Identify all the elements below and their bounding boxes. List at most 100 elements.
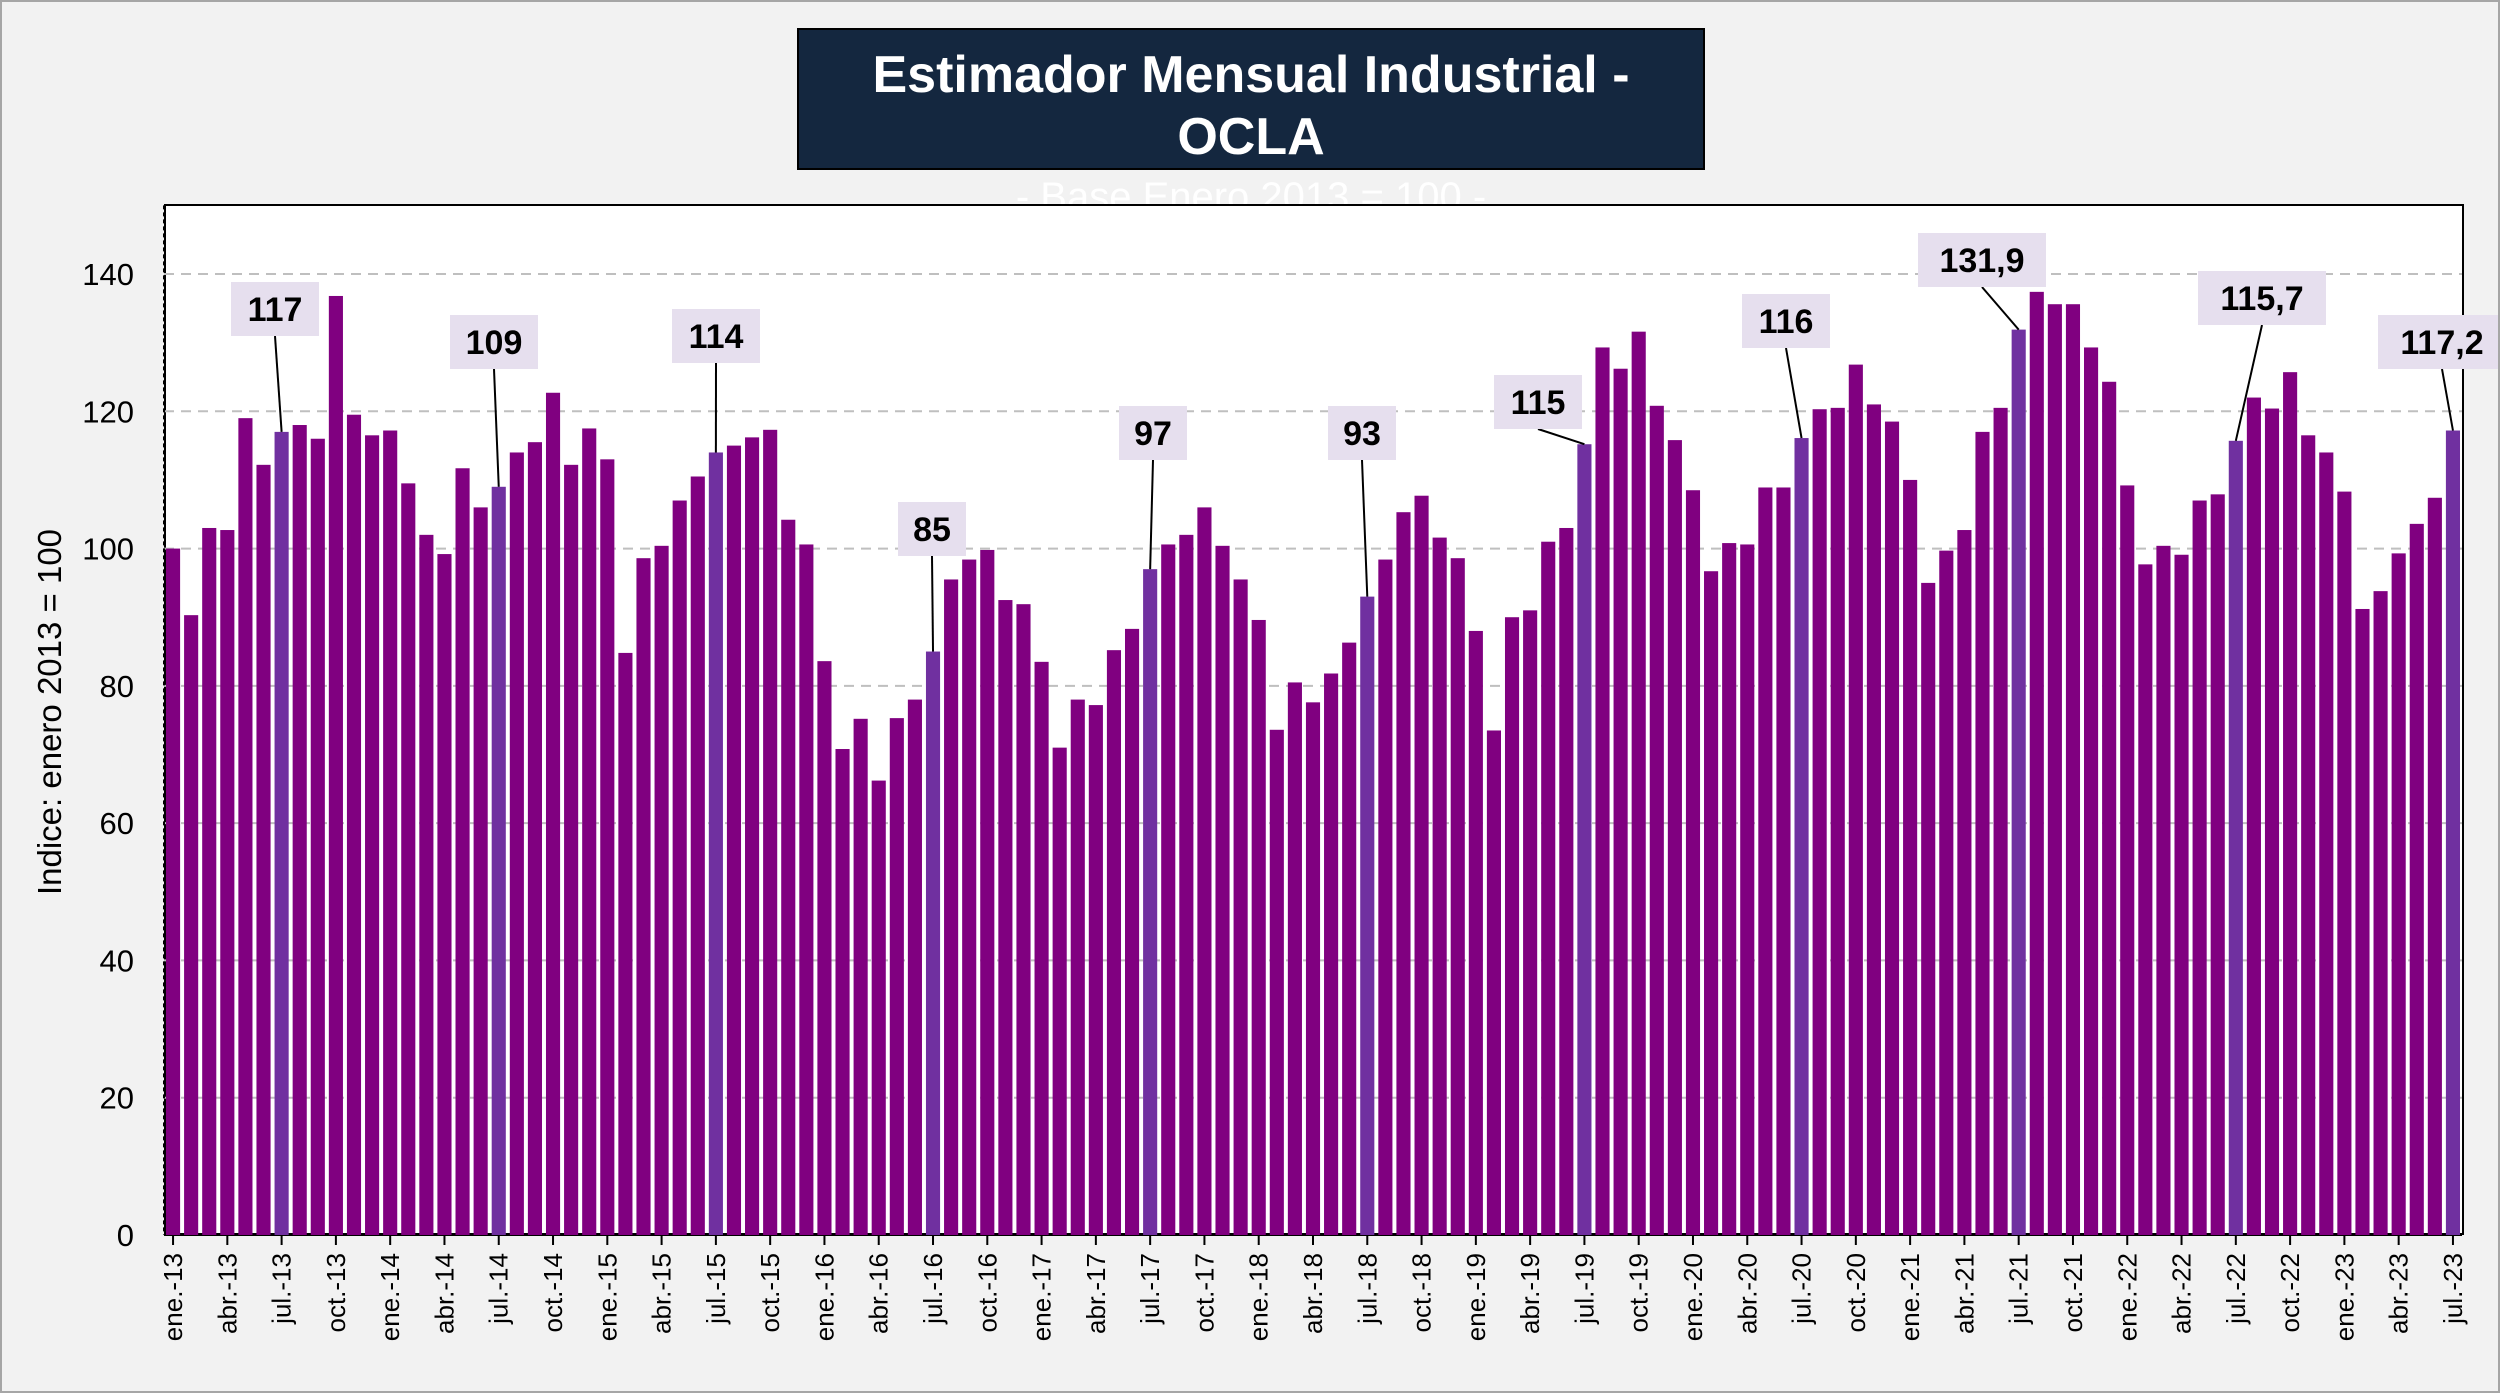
bar [1305, 702, 1321, 1235]
bar [618, 652, 633, 1235]
x-tick-label: ene.-23 [2329, 1253, 2359, 1341]
x-tick-label: ene.-13 [158, 1253, 188, 1341]
bar [1613, 368, 1628, 1235]
data-label: 117 [248, 291, 303, 329]
x-tick-label: abr.-14 [429, 1253, 459, 1334]
x-tick-label: ene.-20 [1678, 1253, 1708, 1341]
bar [1848, 364, 1863, 1235]
bar [1450, 558, 1465, 1235]
bar [2283, 372, 2298, 1235]
x-tick-label: abr.-17 [1081, 1253, 1111, 1334]
x-tick-label: ene.-18 [1244, 1253, 1274, 1341]
bar [2319, 452, 2334, 1235]
x-tick-label: abr.-22 [2167, 1253, 2197, 1334]
x-tick-label: jul.-18 [1352, 1253, 1382, 1325]
bar [1070, 699, 1085, 1235]
callout-box [1328, 406, 1396, 460]
bar [184, 615, 199, 1235]
bar [799, 544, 814, 1235]
x-tick-label: oct.-18 [1407, 1253, 1437, 1333]
bar [473, 507, 488, 1235]
x-tick-label: oct.-15 [755, 1253, 785, 1333]
callout-box [1494, 375, 1582, 429]
bar [2174, 554, 2189, 1235]
y-tick-label: 140 [82, 257, 134, 292]
bar [1595, 347, 1610, 1235]
callout-leader-line [1785, 347, 1803, 439]
data-label: 114 [689, 318, 744, 356]
x-tick-label: ene.-19 [1461, 1253, 1491, 1341]
callout-box [2198, 271, 2326, 325]
bar [2120, 485, 2135, 1235]
callout-leader-line [1149, 459, 1154, 570]
bar [274, 431, 289, 1236]
bar [1649, 405, 1664, 1235]
bar [672, 500, 687, 1235]
x-tick-label: abr.-13 [212, 1253, 242, 1334]
bar [1360, 596, 1375, 1235]
bar [1631, 331, 1646, 1235]
bar [238, 418, 253, 1235]
callout-box [2378, 315, 2498, 369]
x-tick-label: oct.-17 [1189, 1253, 1219, 1333]
bar [871, 780, 886, 1235]
bar [2445, 430, 2461, 1235]
y-tick-label: 80 [100, 669, 134, 704]
data-label: 131,9 [1939, 242, 2024, 280]
callout-box [1742, 294, 1830, 348]
data-label: 116 [1759, 303, 1814, 341]
y-tick-label: 120 [82, 394, 134, 429]
data-label: 97 [1134, 415, 1172, 453]
x-tick-label: jul.-15 [701, 1253, 731, 1325]
bar [1088, 705, 1103, 1235]
bar [401, 483, 416, 1235]
bar [726, 445, 742, 1235]
bar [419, 534, 434, 1235]
x-tick-label: jul.-19 [1569, 1253, 1599, 1325]
bar [1468, 630, 1483, 1235]
callout-box [898, 502, 966, 556]
data-label: 115 [1511, 384, 1566, 422]
bar [2084, 347, 2099, 1235]
bar [998, 600, 1013, 1235]
bar [1034, 661, 1049, 1235]
bar [2264, 408, 2280, 1235]
bar [835, 749, 850, 1235]
callout-box [1119, 406, 1187, 460]
bar [1396, 512, 1411, 1235]
x-tick-label: jul.-21 [2004, 1253, 2034, 1325]
bar [1812, 409, 1827, 1235]
bar [2246, 397, 2261, 1235]
x-tick-label: jul.-16 [918, 1253, 948, 1325]
bar [2355, 608, 2370, 1235]
bar [310, 438, 325, 1235]
x-tick-label: abr.-19 [1515, 1253, 1545, 1334]
bar [1776, 487, 1791, 1236]
bar [1215, 545, 1230, 1235]
bar [527, 442, 542, 1235]
x-tick-label: oct.-22 [2275, 1253, 2305, 1333]
bar [1884, 421, 1900, 1235]
bar [1197, 507, 1212, 1235]
bar [2409, 523, 2424, 1235]
bar [889, 718, 904, 1235]
bar [2156, 545, 2171, 1235]
x-tick-label: ene.-16 [809, 1253, 839, 1341]
bar [1269, 729, 1284, 1235]
bar [2138, 564, 2153, 1235]
bar [2337, 491, 2352, 1235]
bar [1794, 438, 1809, 1236]
data-label: 109 [466, 324, 523, 362]
bar [383, 430, 398, 1235]
bar [745, 437, 760, 1235]
bar [2210, 494, 2225, 1235]
bar [853, 718, 868, 1235]
bar [1106, 650, 1122, 1235]
bar [455, 468, 470, 1235]
y-tick-label: 60 [100, 806, 134, 841]
bar [1287, 682, 1302, 1235]
bar [1161, 544, 1176, 1235]
callout-leader-line [931, 555, 935, 652]
